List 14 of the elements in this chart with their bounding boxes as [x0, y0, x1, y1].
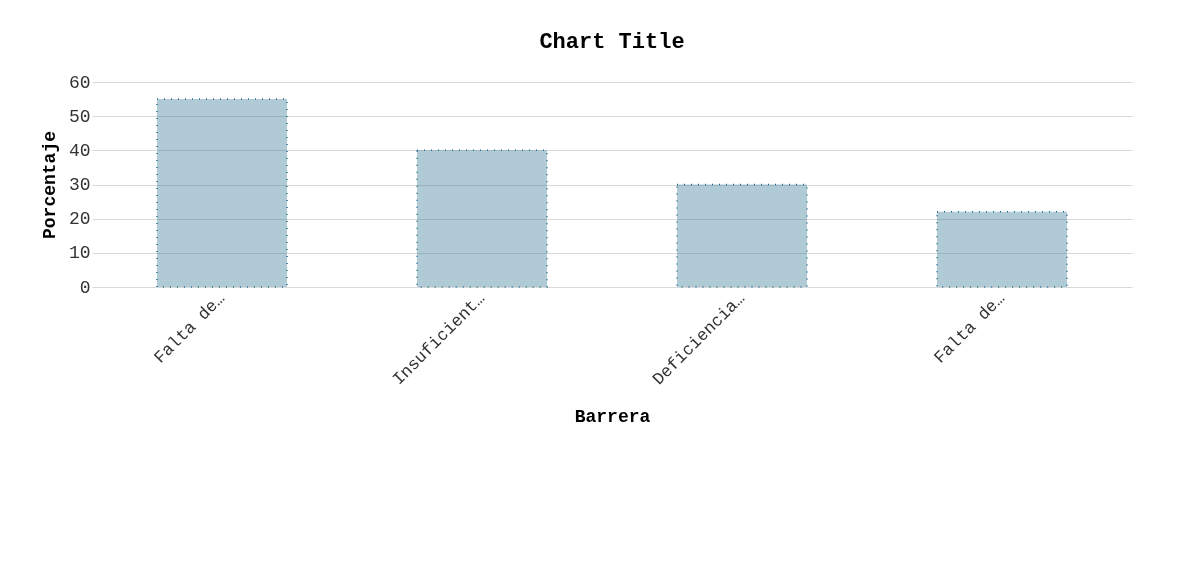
y-tick-label: 30 [68, 175, 91, 195]
bar [936, 211, 1068, 288]
y-tick-label: 20 [68, 209, 91, 230]
chart-title: Chart Title [539, 30, 685, 55]
y-tick-label: 0 [79, 277, 91, 298]
bar [416, 149, 548, 288]
y-tick-label: 40 [68, 140, 91, 161]
x-axis-title: Barrera [574, 406, 651, 427]
y-tick-label: 60 [68, 72, 91, 93]
y-tick-label: 10 [68, 243, 91, 264]
bar [676, 183, 808, 288]
y-axis-title: Porcentaje [39, 130, 60, 240]
y-tick-label: 50 [68, 106, 91, 127]
bar [156, 98, 288, 288]
